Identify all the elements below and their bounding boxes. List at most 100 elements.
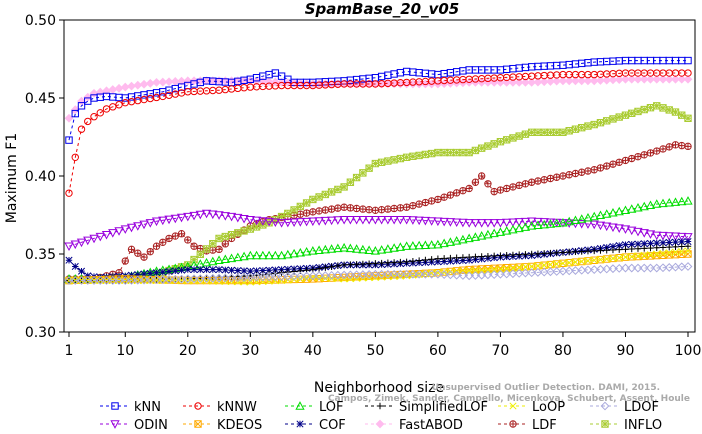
- point-odin: [264, 217, 274, 227]
- point-fastabod: [614, 75, 624, 84]
- point-lof: [301, 246, 312, 256]
- point-odin: [420, 216, 431, 226]
- point-fastabod: [621, 74, 630, 84]
- point-ldf: [615, 158, 623, 166]
- legend-label: SimplifiedLOF: [399, 400, 488, 415]
- point-lof: [389, 243, 399, 252]
- point-ldf: [346, 204, 355, 212]
- point-inflo: [552, 128, 561, 137]
- y-axis-title: Maximum F1: [4, 133, 20, 223]
- point-cof: [259, 266, 267, 275]
- series-line-odin: [68, 212, 689, 247]
- legend-swatch-marker: [509, 420, 517, 428]
- point-lof: [495, 227, 506, 236]
- point-cof: [65, 256, 73, 264]
- series-fastabod: [64, 74, 693, 123]
- point-cof: [215, 266, 223, 274]
- point-simplifiedlof: [509, 251, 517, 259]
- point-ldf: [359, 205, 367, 213]
- point-ldf: [440, 193, 448, 201]
- point-simplifiedlof: [559, 249, 567, 256]
- point-fastabod: [289, 78, 299, 88]
- legend-swatch-marker: [295, 401, 305, 410]
- point-cof: [653, 239, 661, 247]
- point-fastabod: [139, 79, 149, 89]
- point-inflo: [596, 118, 605, 127]
- point-ldof: [408, 269, 418, 279]
- legend-swatch-marker: [376, 402, 384, 410]
- point-loop: [646, 251, 655, 259]
- point-odin: [164, 215, 174, 225]
- point-loop: [603, 255, 611, 263]
- point-loop: [496, 266, 504, 274]
- point-cof: [640, 240, 648, 248]
- point-ldf: [190, 242, 198, 250]
- point-ldf: [509, 183, 517, 191]
- point-lof: [452, 236, 462, 245]
- point-inflo: [502, 136, 511, 144]
- point-inflo: [315, 193, 323, 201]
- point-ldof: [270, 272, 280, 282]
- point-simplifiedlof: [384, 259, 392, 266]
- point-ldf: [384, 205, 392, 213]
- point-odin: [483, 219, 493, 228]
- point-inflo: [246, 225, 255, 233]
- point-inflo: [678, 111, 686, 119]
- point-fastabod: [546, 77, 555, 86]
- point-ldf: [427, 197, 436, 205]
- point-ldf: [459, 187, 467, 195]
- point-ldof: [427, 269, 437, 279]
- point-lof: [527, 221, 537, 230]
- point-ldf: [377, 206, 386, 214]
- point-cof: [253, 267, 261, 275]
- point-ldof: [546, 267, 555, 277]
- point-odin: [95, 232, 105, 242]
- legend-label: COF: [319, 418, 346, 433]
- point-fastabod: [114, 83, 124, 93]
- point-inflo: [209, 240, 217, 248]
- point-ldf: [402, 203, 411, 211]
- point-inflo: [559, 128, 567, 137]
- point-inflo: [421, 150, 430, 159]
- point-ldf: [140, 253, 148, 261]
- point-inflo: [571, 125, 580, 133]
- point-inflo: [590, 120, 598, 129]
- point-ldf: [446, 191, 455, 199]
- point-odin: [577, 220, 587, 229]
- point-simplifiedlof: [422, 256, 429, 264]
- point-knnw: [84, 117, 92, 126]
- point-inflo: [340, 183, 348, 191]
- point-simplifiedlof: [415, 257, 423, 264]
- point-ldof: [677, 262, 687, 272]
- point-simplifiedlof: [484, 252, 492, 260]
- point-ldf: [152, 242, 161, 250]
- point-ldof: [214, 273, 224, 283]
- point-ldof: [452, 270, 462, 280]
- legend: kNN kNNW LOF SimplifiedLOF LoOP LDOF ODIN KDEOS…: [100, 400, 662, 433]
- point-loop: [446, 268, 454, 276]
- point-ldf: [653, 147, 661, 155]
- point-inflo: [302, 199, 311, 207]
- point-inflo: [471, 146, 480, 155]
- point-ldof: [245, 272, 255, 282]
- point-ldof: [114, 276, 124, 285]
- point-ldof: [339, 270, 349, 280]
- point-lof: [602, 209, 612, 218]
- point-fastabod: [596, 76, 605, 85]
- point-odin: [664, 232, 674, 241]
- point-ldof: [327, 270, 337, 280]
- point-odin: [151, 217, 162, 227]
- point-odin: [645, 230, 656, 239]
- point-odin: [495, 219, 506, 228]
- point-simplifiedlof: [647, 244, 654, 252]
- point-inflo: [377, 158, 386, 166]
- point-odin: [520, 217, 531, 227]
- point-simplifiedlof: [434, 255, 442, 262]
- x-tick-label: 60: [429, 343, 447, 359]
- chart-title: SpamBase_20_v05: [305, 0, 459, 18]
- point-lof: [577, 214, 587, 223]
- point-inflo: [402, 153, 411, 161]
- point-lof: [427, 240, 437, 249]
- point-odin: [189, 211, 199, 221]
